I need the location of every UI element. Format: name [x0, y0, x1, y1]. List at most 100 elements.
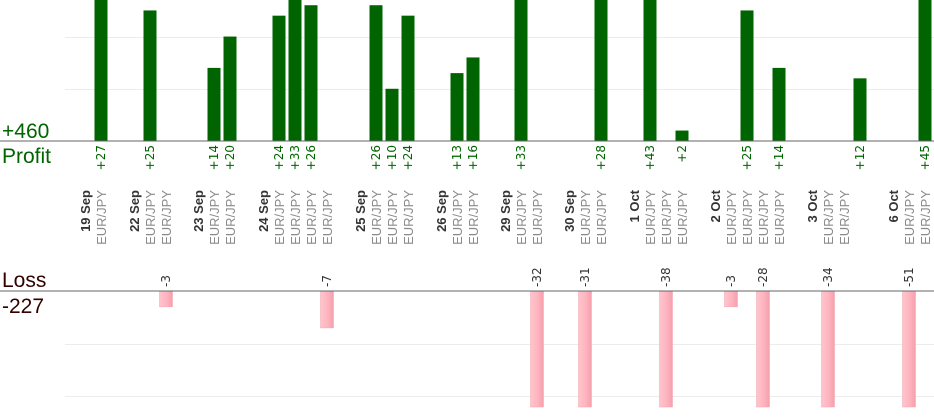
- date-label: 19 Sep: [78, 190, 93, 232]
- pair-label: EUR/JPY: [94, 190, 109, 245]
- loss-value-label: -28: [756, 267, 770, 287]
- pair-label: EUR/JPY: [837, 190, 852, 245]
- profit-value-label: +14: [207, 145, 221, 170]
- pair-label: EUR/JPY: [369, 190, 384, 245]
- pair-label: EUR/JPY: [288, 190, 303, 245]
- profit-value-label: +20: [223, 145, 237, 170]
- loss-value-label: -7: [320, 275, 334, 287]
- profit-value-label: +24: [272, 145, 286, 170]
- profit-value-label: +28: [594, 145, 608, 170]
- date-label: 23 Sep: [191, 190, 206, 232]
- profit-bar: [675, 130, 689, 141]
- date-label: 24 Sep: [256, 190, 271, 232]
- loss-total: -227: [2, 295, 44, 318]
- pair-label: EUR/JPY: [643, 190, 658, 245]
- pair-label: EUR/JPY: [594, 190, 609, 245]
- profit-bar: [272, 15, 286, 142]
- pair-label: EUR/JPY: [466, 190, 481, 245]
- pair-label: EUR/JPY: [756, 190, 771, 245]
- pair-label: EUR/JPY: [450, 190, 465, 245]
- loss-value-label: -3: [159, 275, 173, 287]
- loss-bar: [724, 290, 738, 308]
- pair-label: EUR/JPY: [143, 190, 158, 245]
- profit-bar: [94, 0, 108, 141]
- profit-value-label: +16: [466, 145, 480, 170]
- loss-bar: [902, 290, 916, 408]
- loss-value-label: -3: [724, 275, 738, 287]
- date-label: 30 Sep: [562, 190, 577, 232]
- profit-value-label: +26: [304, 145, 318, 170]
- profit-value-label: +14: [772, 145, 786, 170]
- loss-value-label: -51: [902, 267, 916, 287]
- profit-value-label: +12: [853, 145, 867, 170]
- pair-label: EUR/JPY: [401, 190, 416, 245]
- pair-label: EUR/JPY: [320, 190, 335, 245]
- profit-value-label: +2: [675, 145, 689, 163]
- pair-label: EUR/JPY: [675, 190, 690, 245]
- pair-label: EUR/JPY: [304, 190, 319, 245]
- profit-value-label: +45: [918, 145, 932, 170]
- profit-bar: [369, 5, 383, 141]
- pair-label: EUR/JPY: [740, 190, 755, 245]
- date-label: 2 Oct: [708, 189, 723, 222]
- profit-bar: [288, 0, 302, 141]
- profit-value-label: +26: [369, 145, 383, 170]
- profit-bars: [94, 0, 932, 142]
- profit-value-label: +27: [94, 145, 108, 170]
- profit-label: Profit: [2, 145, 51, 168]
- date-label: 6 Oct: [886, 189, 901, 222]
- pair-label: EUR/JPY: [385, 190, 400, 245]
- profit-bar: [772, 67, 786, 141]
- pair-label: EUR/JPY: [902, 190, 917, 245]
- date-label: 1 Oct: [627, 189, 642, 222]
- pair-label: EUR/JPY: [223, 190, 238, 245]
- profit-bar: [385, 88, 399, 141]
- date-labels: 19 Sep EUR/JPY 22 Sep EUR/JPY EUR/JPY 23 Sep E…: [78, 189, 933, 245]
- pair-label: EUR/JPY: [659, 190, 674, 245]
- profit-bar: [740, 10, 754, 142]
- value-labels: +27-3+25 +14 +20 +24 +33 +26-7+26 +10 +24 +13 +16…: [94, 145, 932, 287]
- profit-bar: [223, 36, 237, 141]
- pair-label: EUR/JPY: [272, 190, 287, 245]
- loss-bar: [530, 290, 544, 408]
- loss-bars: [159, 290, 916, 408]
- profit-bar: [207, 67, 221, 141]
- pair-label: EUR/JPY: [724, 190, 739, 245]
- profit-bar: [594, 0, 608, 141]
- gridlines: [65, 37, 934, 397]
- loss-bar: [756, 290, 770, 408]
- loss-bar: [659, 290, 673, 408]
- profit-bar: [918, 0, 932, 141]
- loss-bar: [821, 290, 835, 408]
- loss-value-label: -38: [659, 267, 673, 287]
- loss-value-label: -32: [530, 267, 544, 287]
- profit-value-label: +25: [740, 145, 754, 170]
- pair-label: EUR/JPY: [772, 190, 787, 245]
- profit-value-label: +25: [143, 145, 157, 170]
- pair-label: EUR/JPY: [821, 190, 836, 245]
- date-label: 29 Sep: [498, 190, 513, 232]
- profit-bar: [643, 0, 657, 141]
- profit-bar: [304, 5, 318, 141]
- pair-label: EUR/JPY: [159, 190, 174, 245]
- loss-value-label: -34: [821, 267, 835, 287]
- loss-bar: [320, 290, 334, 329]
- profit-value-label: +33: [288, 145, 302, 170]
- pair-label: EUR/JPY: [514, 190, 529, 245]
- profit-value-label: +13: [450, 145, 464, 170]
- date-label: 22 Sep: [127, 190, 142, 232]
- pair-label: EUR/JPY: [530, 190, 545, 245]
- profit-value-label: +43: [643, 145, 657, 170]
- profit-bar: [514, 0, 528, 141]
- loss-label: Loss: [2, 269, 46, 292]
- loss-bar: [578, 290, 592, 408]
- profit-bar: [401, 15, 415, 142]
- loss-value-label: -31: [578, 267, 592, 287]
- date-label: 25 Sep: [353, 190, 368, 232]
- pair-label: EUR/JPY: [207, 190, 222, 245]
- pair-label: EUR/JPY: [578, 190, 593, 245]
- loss-bar: [159, 290, 173, 308]
- profit-value-label: +33: [514, 145, 528, 170]
- date-label: 26 Sep: [434, 190, 449, 232]
